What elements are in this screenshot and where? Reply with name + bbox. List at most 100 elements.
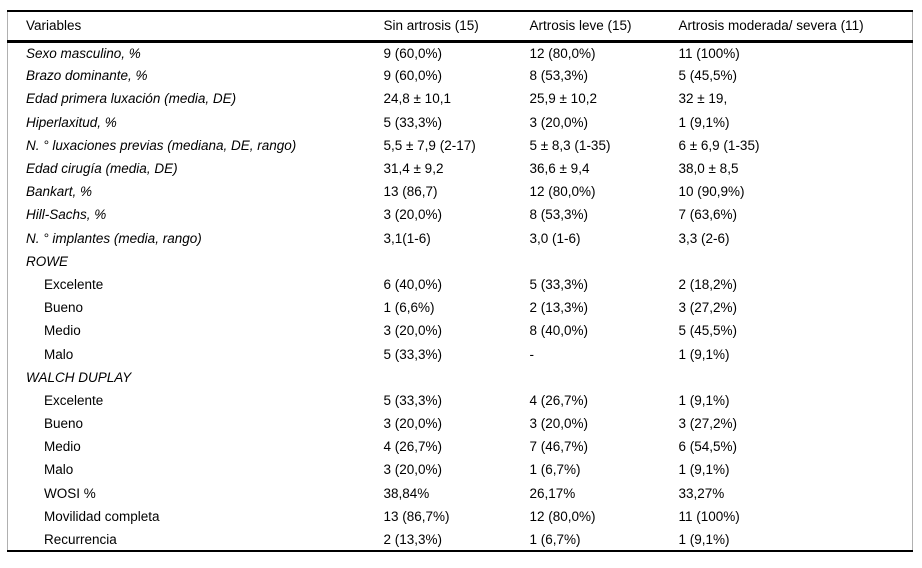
cell-value: 32 ± 19,: [678, 91, 728, 107]
cell-value: 5 (33,3%): [383, 114, 443, 130]
table-row: WOSI % 38,84% 26,17% 33,27%: [8, 482, 913, 505]
cell-value: 33,27%: [678, 485, 725, 501]
cell-value: 5 (45,5%): [678, 323, 738, 339]
cell-value: 26,17%: [529, 485, 576, 501]
column-header-artrosis-leve: Artrosis leve (15): [529, 18, 632, 34]
table-row: Excelente 5 (33,3%) 4 (26,7%) 1 (9,1%): [8, 389, 913, 412]
table-row: Movilidad completa 13 (86,7%) 12 (80,0%) 11…: [8, 505, 913, 528]
cell-value: 1 (9,1%): [678, 531, 730, 547]
table-row: N. ° luxaciones previas (mediana, DE, ra…: [8, 134, 913, 157]
cell-value: [524, 366, 673, 389]
cell-value: 25,9 ± 10,2: [529, 91, 597, 107]
cell-value: -: [529, 346, 535, 362]
cell-value: 1 (9,1%): [678, 392, 730, 408]
row-label: WOSI %: [44, 485, 96, 501]
row-label: WALCH DUPLAY: [26, 369, 132, 385]
cell-value: 10 (90,9%): [678, 184, 745, 200]
cell-value: 11 (100%): [678, 508, 740, 524]
cell-value: 3 (20,0%): [383, 323, 443, 339]
cell-value: 13 (86,7): [383, 184, 438, 200]
cell-value: [378, 366, 524, 389]
cell-value: 5,5 ± 7,9 (2-17): [383, 137, 476, 153]
row-label: Recurrencia: [44, 531, 117, 547]
table-row: Bankart, % 13 (86,7) 12 (80,0%) 10 (90,9%): [8, 180, 913, 203]
table-row: Malo 3 (20,0%) 1 (6,7%) 1 (9,1%): [8, 458, 913, 481]
row-label: Brazo dominante, %: [26, 68, 148, 84]
row-label: Hiperlaxitud, %: [26, 114, 117, 130]
row-label: Hill-Sachs, %: [26, 207, 107, 223]
cell-value: 36,6 ± 9,4: [529, 161, 590, 177]
table-row: Excelente 6 (40,0%) 5 (33,3%) 2 (18,2%): [8, 273, 913, 296]
table-row: ROWE: [8, 250, 913, 273]
cell-value: 38,84%: [383, 485, 430, 501]
row-label: Edad primera luxación (media, DE): [26, 91, 237, 107]
cell-value: 11 (100%): [678, 45, 740, 61]
cell-value: 1 (9,1%): [678, 462, 730, 478]
cell-value: 4 (26,7%): [383, 439, 443, 455]
table-row: Malo 5 (33,3%) - 1 (9,1%): [8, 342, 913, 365]
cell-value: 38,0 ± 8,5: [678, 161, 739, 177]
cell-value: 3 (27,2%): [678, 300, 738, 316]
cell-value: 5 (45,5%): [678, 68, 738, 84]
row-label: Medio: [44, 323, 81, 339]
cell-value: 2 (18,2%): [678, 276, 738, 292]
results-table: Variables Sin artrosis (15) Artrosis lev…: [7, 10, 913, 553]
cell-value: [524, 250, 673, 273]
table-row: N. ° implantes (media, rango) 3,1(1-6) 3,0…: [8, 227, 913, 250]
cell-value: 2 (13,3%): [529, 300, 589, 316]
table-row: Hiperlaxitud, % 5 (33,3%) 3 (20,0%) 1 (9,1%…: [8, 111, 913, 134]
cell-value: 1 (9,1%): [678, 114, 730, 130]
cell-value: 6 ± 6,9 (1-35): [678, 137, 760, 153]
column-header-variables: Variables: [26, 18, 82, 34]
row-label: Bueno: [44, 416, 84, 432]
cell-value: 3 (20,0%): [529, 114, 589, 130]
cell-value: 3,0 (1-6): [529, 230, 581, 246]
cell-value: 8 (40,0%): [529, 323, 589, 339]
table-row: Hill-Sachs, % 3 (20,0%) 8 (53,3%) 7 (63,6%): [8, 203, 913, 226]
cell-value: 1 (9,1%): [678, 346, 730, 362]
table-header-row: Variables Sin artrosis (15) Artrosis lev…: [7, 11, 913, 41]
row-label: Excelente: [44, 392, 104, 408]
table-row: Brazo dominante, % 9 (60,0%) 8 (53,3%) 5 (4…: [8, 64, 913, 87]
cell-value: 3 (20,0%): [529, 416, 589, 432]
cell-value: 7 (46,7%): [529, 439, 589, 455]
cell-value: [673, 250, 913, 273]
column-header-artrosis-moderada-severa: Artrosis moderada/ severa (11): [678, 18, 864, 34]
row-label: Excelente: [44, 276, 104, 292]
cell-value: 12 (80,0%): [529, 508, 596, 524]
cell-value: 9 (60,0%): [383, 45, 443, 61]
cell-value: 3,3 (2-6): [678, 230, 730, 246]
cell-value: 12 (80,0%): [529, 45, 596, 61]
table-row: Sexo masculino, % 9 (60,0%) 12 (80,0%) 11 (…: [8, 41, 913, 64]
cell-value: 12 (80,0%): [529, 184, 596, 200]
cell-value: 8 (53,3%): [529, 68, 589, 84]
row-label: Movilidad completa: [44, 508, 160, 524]
cell-value: 2 (13,3%): [383, 531, 443, 547]
cell-value: 3 (20,0%): [383, 462, 443, 478]
cell-value: 3,1(1-6): [383, 230, 431, 246]
table-row: Bueno 3 (20,0%) 3 (20,0%) 3 (27,2%): [8, 412, 913, 435]
cell-value: [673, 366, 913, 389]
table-row: Edad cirugía (media, DE) 31,4 ± 9,2 36,6 ±…: [8, 157, 913, 180]
cell-value: 5 ± 8,3 (1-35): [529, 137, 611, 153]
row-label: Sexo masculino, %: [26, 45, 141, 61]
row-label: N. ° luxaciones previas (mediana, DE, ra…: [26, 137, 297, 153]
row-label: Edad cirugía (media, DE): [26, 161, 178, 177]
table-row: Recurrencia 2 (13,3%) 1 (6,7%) 1 (9,1%): [8, 528, 913, 551]
row-label: ROWE: [26, 253, 68, 269]
table-row: Edad primera luxación (media, DE) 24,8 ± …: [8, 87, 913, 110]
cell-value: 1 (6,6%): [383, 300, 435, 316]
cell-value: 4 (26,7%): [529, 392, 589, 408]
cell-value: 1 (6,7%): [529, 462, 581, 478]
table-row: WALCH DUPLAY: [8, 366, 913, 389]
table-row: Bueno 1 (6,6%) 2 (13,3%) 3 (27,2%): [8, 296, 913, 319]
cell-value: 5 (33,3%): [383, 346, 443, 362]
cell-value: 1 (6,7%): [529, 531, 581, 547]
cell-value: 3 (20,0%): [383, 416, 443, 432]
column-header-sin-artrosis: Sin artrosis (15): [383, 18, 479, 34]
table-row: Medio 4 (26,7%) 7 (46,7%) 6 (54,5%): [8, 435, 913, 458]
table-row: Medio 3 (20,0%) 8 (40,0%) 5 (45,5%): [8, 319, 913, 342]
cell-value: 3 (27,2%): [678, 416, 738, 432]
cell-value: [378, 250, 524, 273]
